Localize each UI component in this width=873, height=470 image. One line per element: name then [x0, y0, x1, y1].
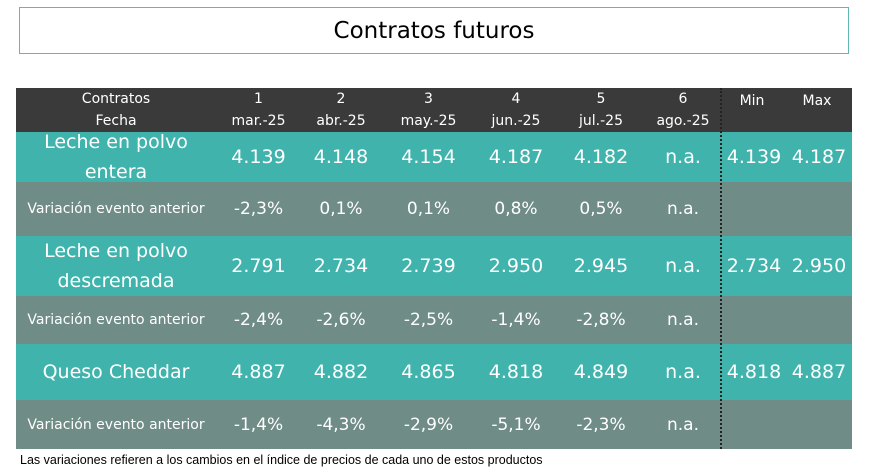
value-cell: 4.182 [573, 146, 629, 168]
row-label-line: Queso Cheddar [42, 361, 190, 383]
min-cell: 2.734 [726, 255, 782, 277]
value-cell: 2.739 [401, 255, 456, 277]
value-cell: -2,9% [403, 414, 454, 435]
table-row: Leche en polvo descremada 2.791 2.734 2.… [16, 236, 852, 296]
header-contract-2: 2 abr.-25 [301, 88, 381, 132]
min-label: Min [739, 93, 765, 109]
contract-date: may.-25 [400, 113, 457, 129]
value-cell: 4.154 [401, 146, 456, 168]
value-cell: -1,4% [233, 414, 284, 435]
value-cell: -1,4% [491, 310, 541, 330]
contract-number: 5 [596, 91, 606, 107]
header-contract-4: 4 jun.-25 [476, 88, 556, 132]
table-header: Contratos Fecha 1 mar.-25 2 abr.-25 3 ma… [16, 88, 852, 132]
page-title: Contratos futuros [19, 7, 849, 54]
contract-date: mar.-25 [231, 113, 286, 129]
header-contract-3: 3 may.-25 [381, 88, 476, 132]
value-cell: 2.950 [488, 255, 544, 277]
value-cell: 2.734 [313, 255, 369, 277]
value-cell: 4.139 [231, 146, 286, 168]
min-cell: 4.818 [726, 361, 782, 383]
header-contracts-label: Contratos [81, 91, 151, 107]
footnote: Las variaciones refieren a los cambios e… [20, 453, 543, 467]
max-cell: 4.187 [791, 146, 847, 168]
row-label-line: Leche en polvo [44, 131, 188, 153]
value-cell: 4.849 [573, 361, 629, 383]
contract-number: 2 [336, 91, 346, 107]
page-title-text: Contratos futuros [333, 17, 535, 44]
value-cell: 4.882 [313, 361, 369, 383]
contract-date: jul.-25 [579, 113, 623, 129]
header-contract-6: 6 ago.-25 [646, 88, 720, 132]
value-cell: 2.791 [231, 255, 286, 277]
value-cell: -2,4% [233, 310, 284, 330]
contract-number: 3 [424, 91, 433, 107]
min-cell: 4.139 [726, 146, 782, 168]
table-row: Variación evento anterior -2,3% 0,1% 0,1… [16, 182, 852, 236]
row-label: Leche en polvo descremada [16, 236, 216, 296]
futures-table: Contratos Fecha 1 mar.-25 2 abr.-25 3 ma… [16, 88, 852, 449]
row-label: Variación evento anterior [27, 312, 205, 328]
max-cell: 4.887 [791, 361, 847, 383]
row-label-line: entera [84, 161, 148, 183]
contract-date: abr.-25 [316, 113, 366, 129]
table-row: Variación evento anterior -2,4% -2,6% -2… [16, 296, 852, 344]
value-cell: -2,6% [316, 310, 366, 330]
value-cell: 4.865 [401, 361, 456, 383]
value-cell: 2.945 [573, 255, 629, 277]
header-contract-5: 5 jul.-25 [556, 88, 646, 132]
value-cell: 0,1% [319, 199, 363, 219]
header-contract-1: 1 mar.-25 [216, 88, 301, 132]
value-cell: 0,1% [406, 199, 451, 219]
value-cell: n.a. [665, 361, 701, 383]
contract-number: 4 [511, 91, 521, 107]
value-cell: 0,5% [579, 199, 623, 219]
contract-number: 6 [678, 91, 688, 107]
max-label: Max [802, 93, 832, 109]
value-cell: n.a. [667, 310, 699, 330]
header-max: Max [782, 88, 852, 132]
contract-number: 1 [254, 91, 263, 107]
row-label: Leche en polvo entera [16, 131, 216, 183]
value-cell: -2,5% [403, 310, 454, 330]
contract-date: ago.-25 [656, 113, 710, 129]
table-row: Leche en polvo entera 4.139 4.148 4.154 … [16, 131, 852, 183]
value-cell: -2,3% [576, 414, 626, 435]
header-label-cell: Contratos Fecha [16, 88, 216, 132]
value-cell: -2,8% [576, 310, 626, 330]
table-row: Variación evento anterior -1,4% -4,3% -2… [16, 400, 852, 449]
header-min: Min [722, 88, 782, 132]
value-cell: n.a. [667, 199, 699, 219]
value-cell: n.a. [665, 255, 701, 277]
row-label-line: descremada [57, 270, 175, 292]
value-cell: 4.148 [313, 146, 369, 168]
table-row: Queso Cheddar 4.887 4.882 4.865 4.818 4.… [16, 344, 852, 400]
row-label-line: Leche en polvo [44, 240, 188, 262]
value-cell: 4.818 [488, 361, 544, 383]
row-label: Variación evento anterior [27, 416, 205, 433]
max-cell: 2.950 [791, 255, 847, 277]
value-cell: 4.887 [231, 361, 286, 383]
value-cell: n.a. [667, 414, 699, 435]
row-label: Queso Cheddar [16, 344, 216, 400]
value-cell: n.a. [665, 146, 701, 168]
value-cell: 0,8% [494, 199, 538, 219]
value-cell: -5,1% [491, 414, 541, 435]
contract-date: jun.-25 [491, 113, 541, 129]
row-label: Variación evento anterior [27, 201, 205, 217]
min-max-divider [720, 88, 722, 449]
header-date-label: Fecha [95, 113, 137, 129]
value-cell: 4.187 [488, 146, 544, 168]
value-cell: -2,3% [233, 199, 284, 219]
value-cell: -4,3% [316, 414, 366, 435]
